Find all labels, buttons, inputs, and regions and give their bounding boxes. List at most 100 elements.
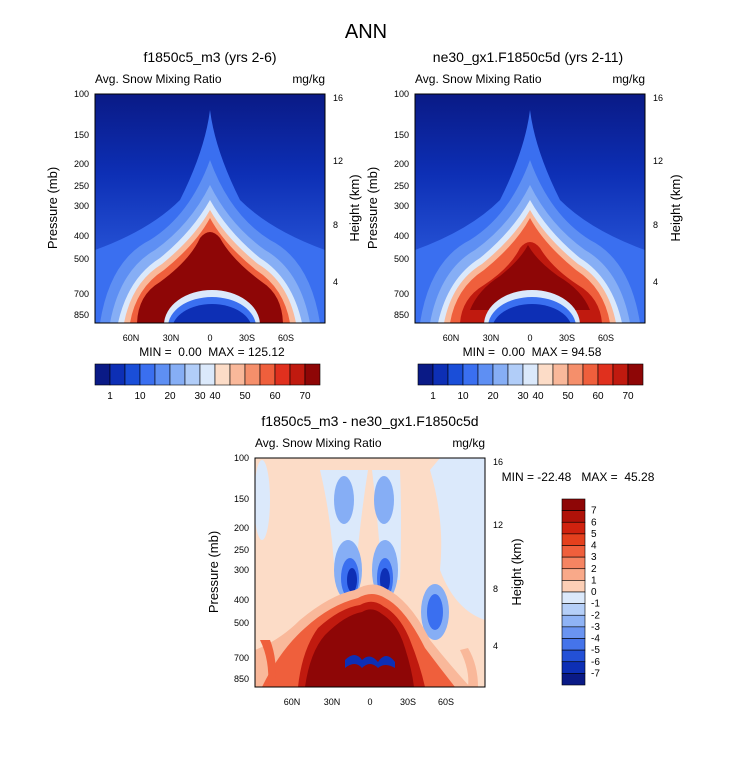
panel-3-xtick: 60S: [438, 697, 454, 707]
panel-1-ytick-right: 8: [333, 220, 338, 230]
colorbar-swatch: [289, 363, 306, 386]
colorbar-swatch: [567, 363, 584, 386]
colorbar-label: 3: [591, 552, 597, 563]
panel-2-ytick: 300: [394, 201, 409, 211]
colorbar-label: 2: [591, 564, 597, 575]
colorbar-swatch: [561, 521, 586, 535]
colorbar-label: 0: [591, 587, 597, 598]
colorbar-swatch: [582, 363, 599, 386]
colorbar-label: -4: [591, 634, 600, 645]
panel-2-xtick: 30N: [483, 333, 500, 343]
panel-1-ytick-right: 16: [333, 93, 343, 103]
colorbar-swatch: [432, 363, 449, 386]
panel-2-xtick: 60N: [443, 333, 460, 343]
panel-1-ytick: 250: [74, 181, 89, 191]
panel-1-xticks: 60N 30N 0 30S 60S: [123, 333, 294, 343]
panel-1-xtick: 30N: [163, 333, 180, 343]
panel-2-xticks: 60N 30N 0 30S 60S: [443, 333, 614, 343]
panel-1-colorbar: 1 10 20 30 40 50 60 70: [94, 363, 321, 402]
colorbar-swatch: [627, 363, 644, 386]
colorbar-swatch: [139, 363, 156, 386]
panel-2-colorbar: 1 10 20 30 40 50 60 70: [417, 363, 644, 402]
colorbar-swatch: [492, 363, 509, 386]
panel-2-ytick-right: 16: [653, 93, 663, 103]
panel-3-left-label: Avg. Snow Mixing Ratio: [255, 436, 382, 450]
panel-3-ytick: 200: [234, 523, 249, 533]
panel-2-yticks: 100 150 200 250 300 400 500 700 850: [394, 89, 409, 320]
colorbar-label: 20: [487, 391, 499, 402]
colorbar-swatch: [274, 363, 291, 386]
panel-1-ylabel-right: Height (km): [347, 174, 362, 241]
colorbar-label: 40: [532, 391, 544, 402]
colorbar-label: 1: [430, 391, 436, 402]
panel-1-ylabel: Pressure (mb): [45, 167, 60, 249]
colorbar-swatch: [561, 533, 586, 546]
panel-1-field: [95, 94, 325, 323]
colorbar-swatch: [154, 363, 171, 386]
colorbar-label: -7: [591, 668, 600, 679]
panel-2-ytick-right: 8: [653, 220, 658, 230]
colorbar-swatch: [561, 649, 586, 663]
colorbar-swatch: [561, 591, 586, 604]
colorbar-label: 10: [457, 391, 469, 402]
colorbar-label: -3: [591, 622, 600, 633]
panel-1-xtick: 60S: [278, 333, 294, 343]
colorbar-label: 70: [299, 391, 311, 402]
colorbar-label: 30: [517, 391, 529, 402]
panel-1-ytick-right: 4: [333, 277, 338, 287]
colorbar-swatch: [561, 580, 586, 593]
colorbar-swatch: [124, 363, 141, 386]
panel-3-ytick: 150: [234, 494, 249, 504]
colorbar-swatch: [462, 363, 479, 386]
panel-3-xtick: 30S: [400, 697, 416, 707]
colorbar-swatch: [447, 363, 464, 386]
panel-2-ytick: 850: [394, 310, 409, 320]
colorbar-swatch: [597, 363, 614, 386]
panel-2-yticks-right: 16 12 8 4: [653, 93, 663, 287]
panel-2-ytick-right: 12: [653, 156, 663, 166]
colorbar-swatch: [94, 363, 111, 386]
panel-3-ytick: 100: [234, 453, 249, 463]
colorbar-swatch: [561, 673, 586, 686]
colorbar-label: 1: [107, 391, 113, 402]
panel-2: ne30_gx1.F1850c5d (yrs 2-11) Avg. Snow M…: [365, 49, 683, 402]
colorbar-label: 40: [209, 391, 221, 402]
panel-1-left-label: Avg. Snow Mixing Ratio: [95, 72, 222, 86]
panel-3-xtick: 60N: [284, 697, 301, 707]
panel-1-xtick: 0: [207, 333, 212, 343]
figure-title: ANN: [345, 21, 387, 43]
colorbar-swatch: [561, 498, 586, 511]
panel-3-ylabel-right: Height (km): [509, 538, 524, 605]
colorbar-swatch: [561, 556, 586, 570]
panel-2-ylabel-right: Height (km): [668, 174, 683, 241]
colorbar-swatch: [304, 363, 321, 386]
panel-2-ytick: 100: [394, 89, 409, 99]
colorbar-label: 30: [194, 391, 206, 402]
colorbar-label: -5: [591, 645, 600, 656]
panel-3-ylabel: Pressure (mb): [206, 531, 221, 613]
panel-2-ytick-right: 4: [653, 277, 658, 287]
panel-1-stats: MIN = 0.00 MAX = 125.12: [139, 345, 285, 359]
panel-2-ytick: 200: [394, 159, 409, 169]
colorbar-label: 50: [239, 391, 251, 402]
colorbar-swatch: [184, 363, 201, 386]
panel-2-xtick: 0: [527, 333, 532, 343]
panel-3-ytick-right: 4: [493, 641, 498, 651]
panel-2-ytick: 500: [394, 254, 409, 264]
colorbar-swatch: [477, 363, 494, 386]
colorbar-swatch: [259, 363, 276, 386]
colorbar-swatch: [561, 545, 586, 558]
panel-2-xtick: 60S: [598, 333, 614, 343]
colorbar-label: 10: [134, 391, 146, 402]
colorbar-swatch: [214, 363, 231, 386]
colorbar-swatch: [244, 363, 261, 386]
panel-1: f1850c5_m3 (yrs 2-6) Avg. Snow Mixing Ra…: [45, 49, 362, 402]
colorbar-label: 7: [591, 506, 597, 517]
panel-1-xtick: 60N: [123, 333, 140, 343]
panel-2-stats: MIN = 0.00 MAX = 94.58: [463, 345, 602, 359]
colorbar-swatch: [199, 363, 216, 386]
colorbar-swatch: [561, 614, 586, 628]
colorbar-swatch: [229, 363, 246, 386]
panel-3-stats: MIN = -22.48 MAX = 45.28: [502, 470, 655, 484]
